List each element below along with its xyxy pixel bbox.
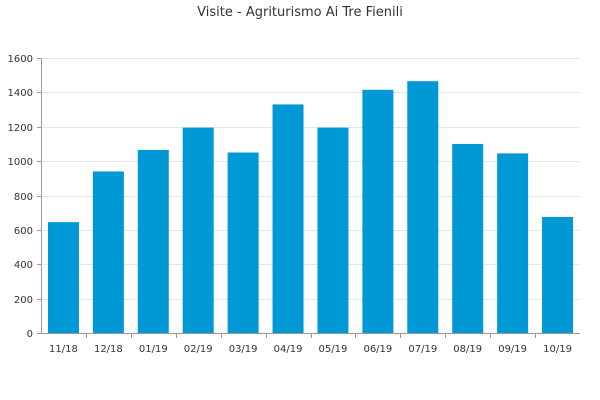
x-tick-label: 10/19 xyxy=(543,344,572,355)
y-tick-label: 1200 xyxy=(8,123,33,134)
x-tick-label: 11/18 xyxy=(49,344,78,355)
x-tick-label: 07/19 xyxy=(408,344,437,355)
x-tick-label: 01/19 xyxy=(139,344,168,355)
y-tick-label: 1400 xyxy=(8,88,33,99)
bar xyxy=(227,152,259,333)
x-tick-label: 06/19 xyxy=(363,344,392,355)
x-axis-ticks: 11/18 12/18 01/19 02/19 03/19 04/19 05/19 06/19… xyxy=(49,333,572,355)
x-tick-label: 02/19 xyxy=(184,344,213,355)
bar xyxy=(542,216,574,333)
x-tick-label: 12/18 xyxy=(94,344,123,355)
y-tick-label: 400 xyxy=(14,260,33,271)
y-tick-label: 200 xyxy=(14,295,33,306)
chart-title: Visite - Agriturismo Ai Tre Fienili xyxy=(197,5,403,20)
bar xyxy=(407,81,439,333)
bar xyxy=(47,222,79,333)
x-tick-label: 03/19 xyxy=(229,344,258,355)
x-tick-label: 09/19 xyxy=(498,344,527,355)
bar xyxy=(317,127,349,333)
y-tick-label: 0 xyxy=(27,329,33,340)
y-tick-label: 600 xyxy=(14,226,33,237)
bar xyxy=(137,149,169,333)
x-tick-label: 08/19 xyxy=(453,344,482,355)
gridlines xyxy=(41,58,580,300)
y-axis-ticks: 0 200 400 600 800 1000 1200 1400 1600 xyxy=(8,54,41,340)
y-tick-label: 1000 xyxy=(8,157,33,168)
bars xyxy=(47,81,574,333)
bar xyxy=(497,153,529,333)
y-tick-label: 1600 xyxy=(8,54,33,65)
bar xyxy=(272,104,304,333)
x-tick-label: 04/19 xyxy=(274,344,303,355)
y-tick-label: 800 xyxy=(14,192,33,203)
bar xyxy=(452,143,484,333)
bar xyxy=(362,89,394,333)
bar xyxy=(182,127,214,333)
x-tick-label: 05/19 xyxy=(319,344,348,355)
bar xyxy=(92,171,124,333)
